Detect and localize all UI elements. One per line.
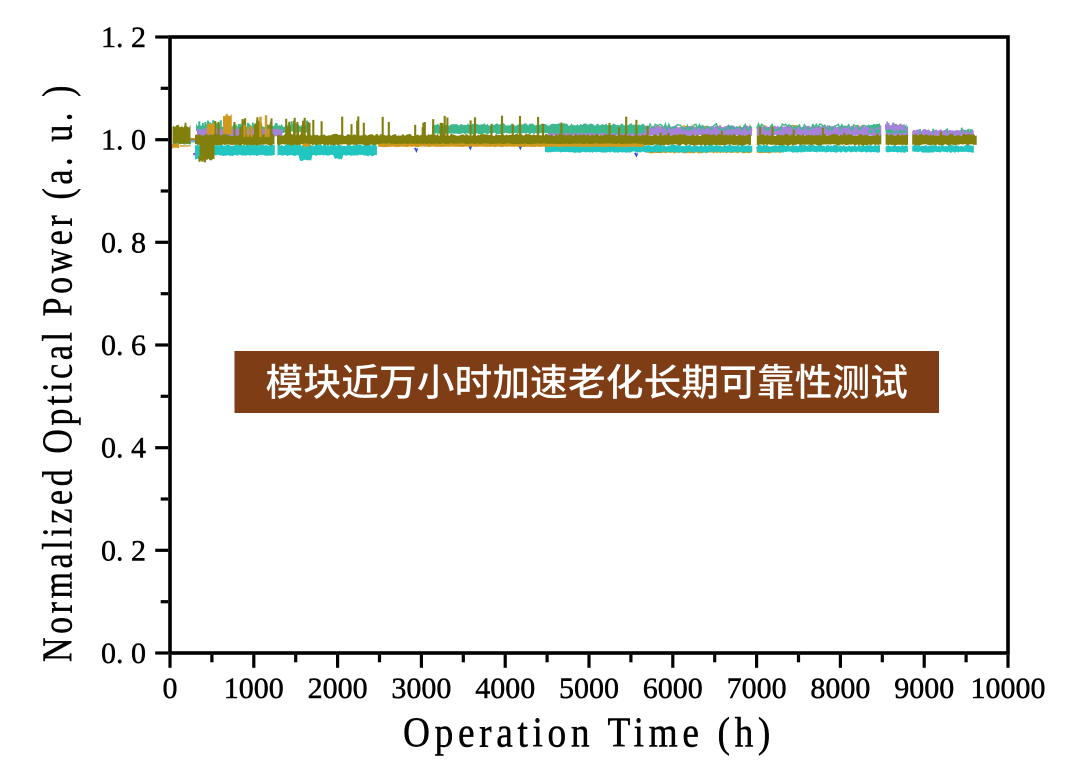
svg-text:8000: 8000 <box>810 672 870 705</box>
svg-text:1000: 1000 <box>224 672 284 705</box>
svg-text:1. 2: 1. 2 <box>101 21 146 54</box>
svg-text:0. 0: 0. 0 <box>101 637 146 670</box>
svg-text:7000: 7000 <box>727 672 787 705</box>
svg-text:0. 6: 0. 6 <box>101 329 146 362</box>
svg-text:10000: 10000 <box>971 672 1046 705</box>
svg-text:0: 0 <box>163 672 178 705</box>
svg-text:4000: 4000 <box>475 672 535 705</box>
svg-text:0. 8: 0. 8 <box>101 226 146 259</box>
svg-text:Normalized Optical Power (a. u: Normalized Optical Power (a. u. ) <box>36 82 82 662</box>
svg-text:0. 4: 0. 4 <box>101 432 146 465</box>
svg-text:3000: 3000 <box>391 672 451 705</box>
svg-text:0. 2: 0. 2 <box>101 534 146 567</box>
svg-text:5000: 5000 <box>559 672 619 705</box>
svg-text:1. 0: 1. 0 <box>101 124 146 157</box>
svg-text:9000: 9000 <box>894 672 954 705</box>
svg-text:2000: 2000 <box>308 672 368 705</box>
svg-text:Operation Time (h): Operation Time (h) <box>403 711 775 757</box>
svg-text:6000: 6000 <box>643 672 703 705</box>
